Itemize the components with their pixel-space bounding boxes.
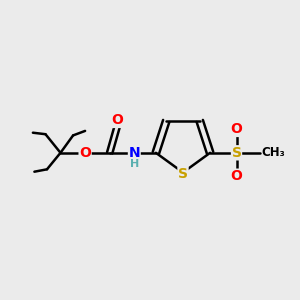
Text: O: O: [231, 122, 242, 136]
Text: H: H: [130, 159, 139, 169]
Text: CH₃: CH₃: [262, 146, 286, 159]
Text: O: O: [79, 146, 91, 160]
Text: O: O: [231, 169, 242, 183]
Text: N: N: [128, 146, 140, 160]
Text: O: O: [111, 113, 123, 128]
Text: S: S: [232, 146, 242, 160]
Text: S: S: [178, 167, 188, 181]
